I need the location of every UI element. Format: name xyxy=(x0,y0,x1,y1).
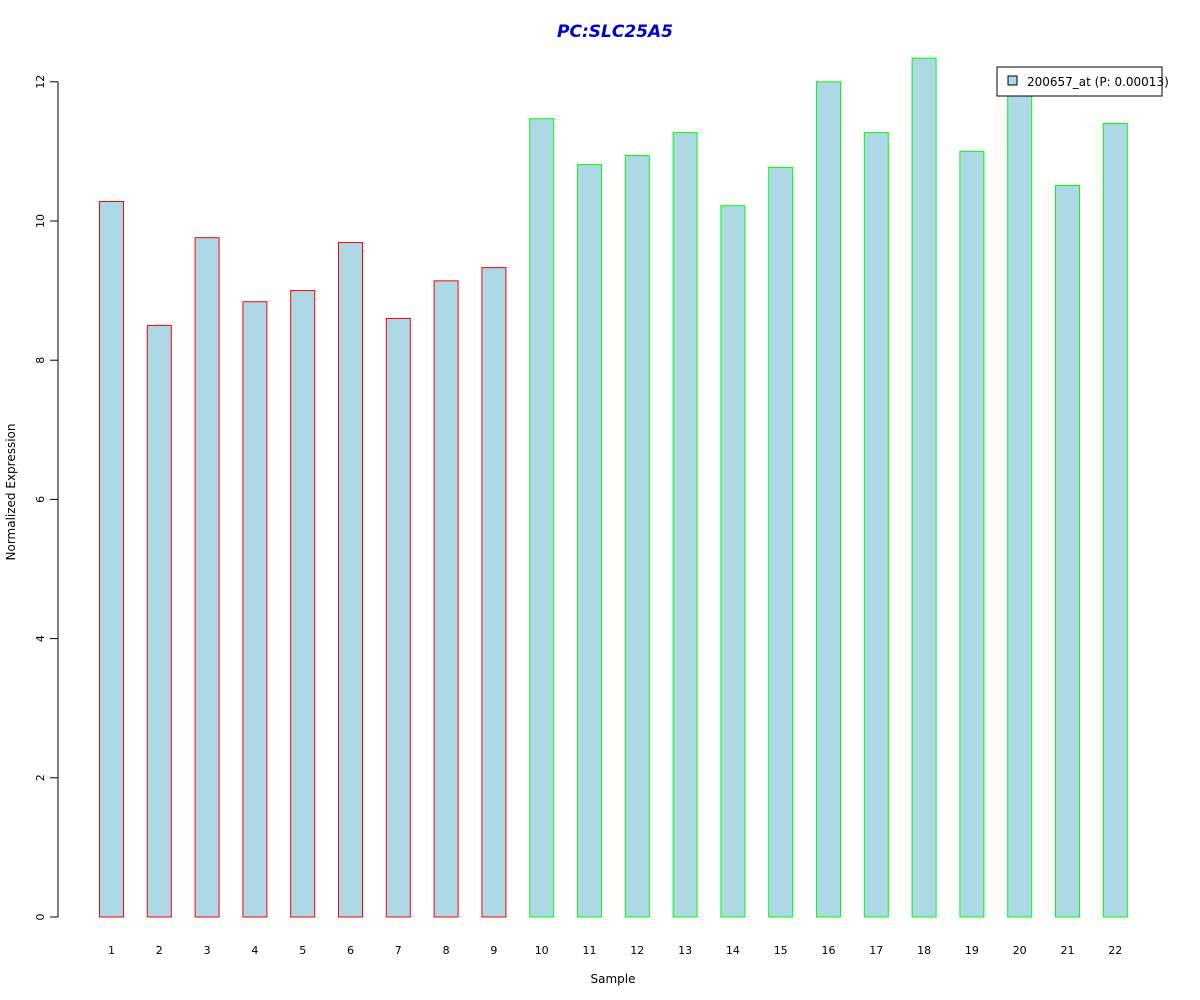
bars-group xyxy=(99,57,1128,918)
bar xyxy=(672,132,698,918)
x-tick-label: 17 xyxy=(869,944,883,957)
x-tick-label: 10 xyxy=(535,944,549,957)
x-tick-label: 6 xyxy=(347,944,354,957)
x-tick-label: 18 xyxy=(917,944,931,957)
bar xyxy=(768,166,794,918)
x-tick-label: 11 xyxy=(583,944,597,957)
x-tick-label: 9 xyxy=(490,944,497,957)
bar xyxy=(1055,185,1080,918)
bar xyxy=(481,267,507,918)
x-tick-label: 5 xyxy=(299,944,306,957)
bar xyxy=(1007,91,1033,918)
legend: 200657_at (P: 0.00013) xyxy=(996,66,1169,97)
x-tick-label: 13 xyxy=(678,944,692,957)
bar xyxy=(959,150,985,918)
bar xyxy=(146,324,172,918)
bar xyxy=(863,132,889,918)
bar xyxy=(99,201,124,918)
bar xyxy=(194,237,220,918)
bar xyxy=(242,301,268,918)
y-tick-label: 0 xyxy=(34,914,47,921)
x-tick-label: 19 xyxy=(965,944,979,957)
x-tick-label: 2 xyxy=(156,944,163,957)
x-tick-label: 8 xyxy=(443,944,450,957)
bar xyxy=(720,205,746,918)
bar xyxy=(529,118,555,918)
y-tick-label: 6 xyxy=(34,496,47,503)
bar xyxy=(1102,123,1128,918)
x-tick-label: 3 xyxy=(204,944,211,957)
bar xyxy=(385,317,411,918)
x-tick-label: 4 xyxy=(251,944,258,957)
x-tick-label: 1 xyxy=(108,944,115,957)
y-tick-label: 4 xyxy=(34,635,47,642)
bar xyxy=(816,81,841,918)
x-tick-label: 7 xyxy=(395,944,402,957)
bar xyxy=(433,280,459,918)
bar xyxy=(338,242,363,918)
x-tick-label: 16 xyxy=(822,944,836,957)
legend-swatch xyxy=(1007,75,1018,86)
y-tick-label: 10 xyxy=(34,214,47,228)
x-tick-label: 15 xyxy=(774,944,788,957)
y-tick-label: 8 xyxy=(34,357,47,364)
y-tick-label: 2 xyxy=(34,774,47,781)
x-axis-ticks: 1 2 3 4 5 6 7 8 9 10 11 12 13 14 15 16 17 18 19 20 21 22 xyxy=(108,944,1122,957)
bar xyxy=(577,164,602,918)
x-axis-label: Sample xyxy=(591,972,636,986)
bar xyxy=(911,57,937,918)
bar xyxy=(290,290,316,918)
x-tick-label: 12 xyxy=(630,944,644,957)
x-tick-label: 22 xyxy=(1108,944,1122,957)
bar xyxy=(624,155,650,918)
y-axis: 0 2 4 6 8 10 12 xyxy=(34,75,59,921)
x-tick-label: 21 xyxy=(1061,944,1075,957)
y-axis-label: Normalized Expression xyxy=(4,423,18,560)
chart-title: PC:SLC25A5 xyxy=(557,22,673,42)
legend-box xyxy=(996,66,1163,97)
x-tick-label: 20 xyxy=(1013,944,1027,957)
y-tick-label: 12 xyxy=(34,75,47,89)
x-tick-label: 14 xyxy=(726,944,740,957)
legend-label: 200657_at (P: 0.00013) xyxy=(1027,75,1169,89)
